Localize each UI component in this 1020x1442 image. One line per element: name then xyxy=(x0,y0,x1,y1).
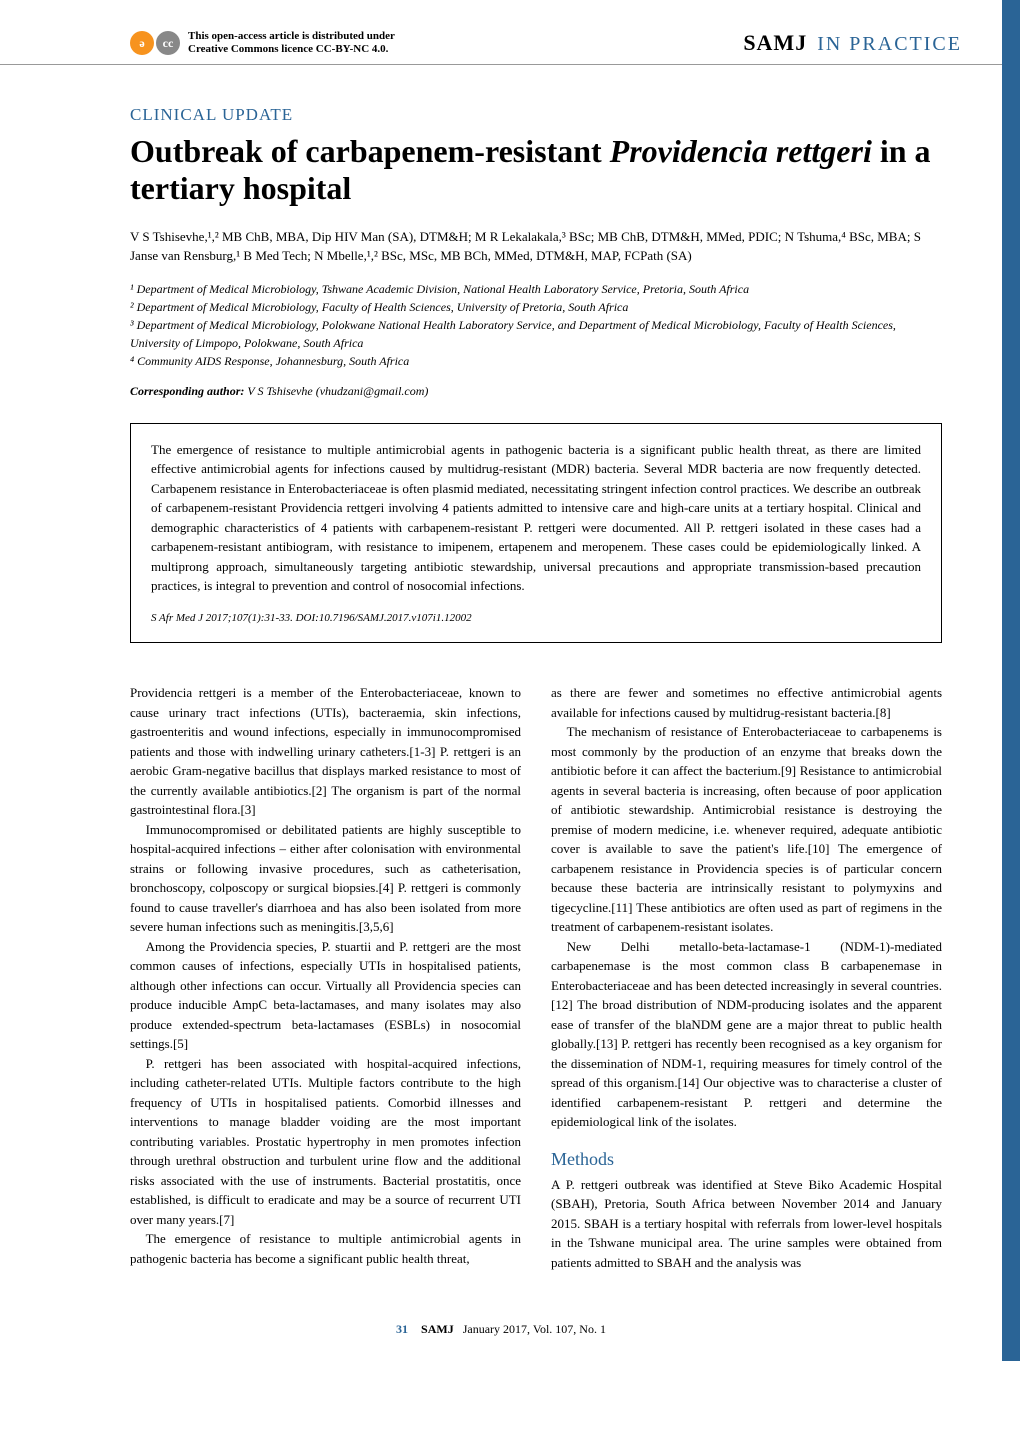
title-italic: Providencia rettgeri xyxy=(610,133,872,169)
right-accent-bar xyxy=(1002,0,1020,1361)
authors-line: V S Tshisevhe,¹,² MB ChB, MBA, Dip HIV M… xyxy=(130,227,942,266)
cc-icons: ə cc xyxy=(130,31,180,55)
section-heading-methods: Methods xyxy=(551,1146,942,1173)
affiliation-2: ² Department of Medical Microbiology, Fa… xyxy=(130,298,942,316)
affiliation-1: ¹ Department of Medical Microbiology, Ts… xyxy=(130,280,942,298)
abstract-text: The emergence of resistance to multiple … xyxy=(151,440,921,596)
page-header: ə cc This open-access article is distrib… xyxy=(0,0,1002,65)
body-para: New Delhi metallo-beta-lactamase-1 (NDM-… xyxy=(551,937,942,1132)
page-number: 31 xyxy=(396,1322,408,1336)
body-columns: Providencia rettgeri is a member of the … xyxy=(130,683,942,1272)
journal-mark: SAMJ IN PRACTICE xyxy=(743,30,962,56)
affiliations: ¹ Department of Medical Microbiology, Ts… xyxy=(130,280,942,370)
cc-text-line1: This open-access article is distributed … xyxy=(188,30,395,43)
body-para: P. rettgeri has been associated with hos… xyxy=(130,1054,521,1230)
journal-name: SAMJ xyxy=(743,30,807,56)
corresponding-author: Corresponding author: V S Tshisevhe (vhu… xyxy=(130,384,942,399)
body-para: A P. rettgeri outbreak was identified at… xyxy=(551,1175,942,1273)
open-access-icon: ə xyxy=(130,31,154,55)
body-para: Among the Providencia species, P. stuart… xyxy=(130,937,521,1054)
corresponding-label: Corresponding author: xyxy=(130,384,244,398)
title-part1: Outbreak of carbapenem-resistant xyxy=(130,133,610,169)
body-para: Providencia rettgeri is a member of the … xyxy=(130,683,521,820)
column-right: as there are fewer and sometimes no effe… xyxy=(551,683,942,1272)
corresponding-value: V S Tshisevhe (vhudzani@gmail.com) xyxy=(244,384,428,398)
column-left: Providencia rettgeri is a member of the … xyxy=(130,683,521,1272)
body-para: Immunocompromised or debilitated patient… xyxy=(130,820,521,937)
abstract-box: The emergence of resistance to multiple … xyxy=(130,423,942,644)
article-category: CLINICAL UPDATE xyxy=(130,105,942,125)
cc-icon: cc xyxy=(156,31,180,55)
citation: S Afr Med J 2017;107(1):31-33. DOI:10.71… xyxy=(151,610,921,627)
body-para: as there are fewer and sometimes no effe… xyxy=(551,683,942,722)
affiliation-4: ⁴ Community AIDS Response, Johannesburg,… xyxy=(130,352,942,370)
page-footer: 31 SAMJ January 2017, Vol. 107, No. 1 xyxy=(0,1302,1002,1361)
footer-journal: SAMJ xyxy=(421,1322,454,1336)
cc-licence-block: ə cc This open-access article is distrib… xyxy=(130,30,395,56)
cc-licence-text: This open-access article is distributed … xyxy=(188,30,395,56)
body-para: The emergence of resistance to multiple … xyxy=(130,1229,521,1268)
cc-text-line2: Creative Commons licence CC-BY-NC 4.0. xyxy=(188,43,395,56)
body-para: The mechanism of resistance of Enterobac… xyxy=(551,722,942,937)
journal-section: IN PRACTICE xyxy=(817,33,962,56)
affiliation-3: ³ Department of Medical Microbiology, Po… xyxy=(130,316,942,352)
footer-date: January 2017, Vol. 107, No. 1 xyxy=(463,1322,606,1336)
article-title: Outbreak of carbapenem-resistant Provide… xyxy=(130,133,942,207)
main-content: CLINICAL UPDATE Outbreak of carbapenem-r… xyxy=(0,65,1002,1302)
